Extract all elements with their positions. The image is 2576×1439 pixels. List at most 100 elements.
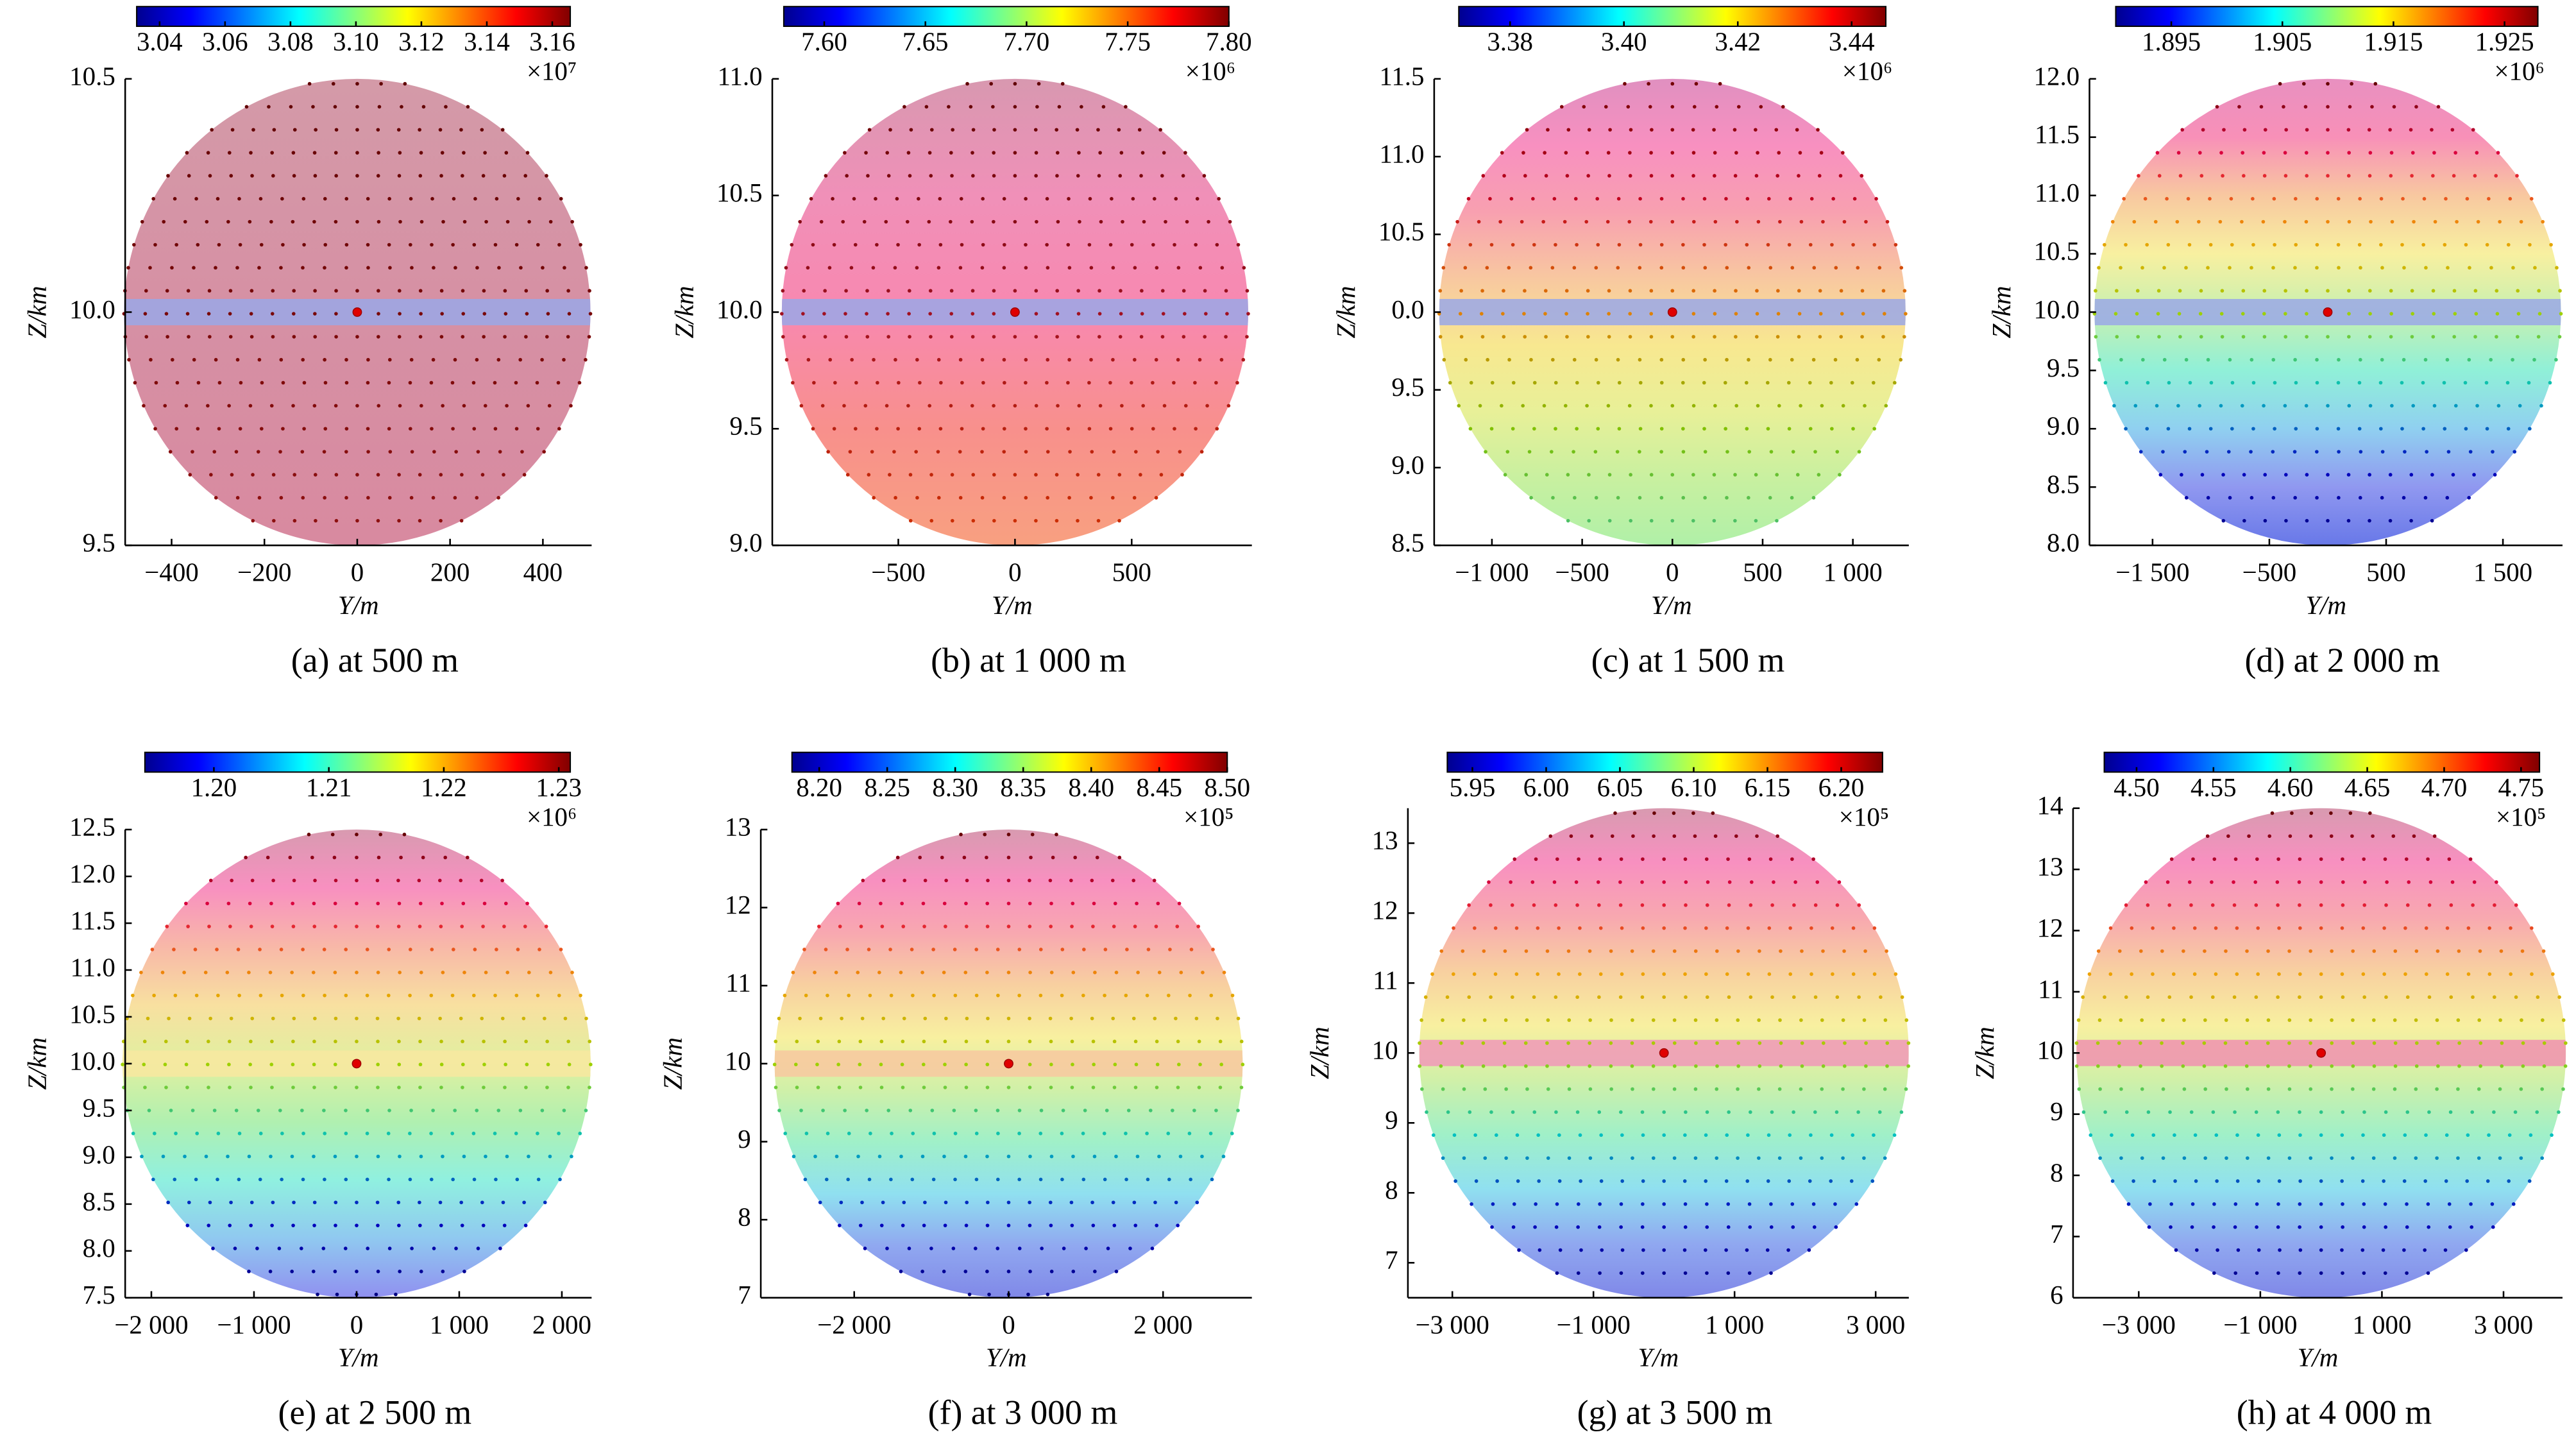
mesh-node — [2305, 518, 2309, 523]
mesh-node — [915, 357, 919, 362]
mesh-node — [1778, 1018, 1782, 1022]
mesh-node — [259, 427, 264, 431]
mesh-node — [2158, 473, 2163, 477]
mesh-node — [313, 878, 317, 883]
mesh-node — [845, 174, 849, 178]
mesh-node — [291, 312, 296, 316]
mesh-node — [1670, 289, 1675, 293]
mesh-node — [1772, 880, 1775, 884]
mesh-node — [475, 357, 479, 362]
mesh-node — [376, 174, 380, 178]
mesh-node — [2136, 335, 2140, 339]
mesh-node — [1199, 450, 1204, 454]
mesh-node — [940, 855, 944, 860]
mesh-node — [774, 1039, 778, 1044]
mesh-node — [1641, 972, 1645, 976]
mesh-node — [387, 993, 391, 998]
mesh-node — [2550, 1133, 2554, 1137]
mesh-node — [2535, 1110, 2539, 1114]
mesh-node — [1090, 1200, 1094, 1205]
mesh-node — [2272, 197, 2276, 201]
mesh-node — [398, 1154, 402, 1159]
mesh-node — [2210, 903, 2215, 907]
mesh-node — [484, 1154, 487, 1159]
mesh-node — [2561, 1087, 2565, 1091]
mesh-node — [2487, 972, 2492, 976]
mesh-node — [1597, 995, 1601, 1000]
mesh-node — [1154, 496, 1158, 500]
mesh-node — [1136, 971, 1140, 975]
mesh-node — [1070, 924, 1074, 928]
y-tick-label: 8.5 — [1391, 527, 1424, 557]
mesh-node — [2293, 357, 2297, 362]
mesh-node — [2346, 473, 2351, 477]
mesh-node — [300, 450, 305, 454]
mesh-node — [2476, 219, 2480, 224]
mesh-node — [894, 496, 897, 500]
mesh-node — [2411, 151, 2415, 155]
mesh-node — [1160, 335, 1165, 339]
mesh-node — [2361, 926, 2366, 930]
mesh-node — [1486, 357, 1489, 362]
mesh-node — [1640, 995, 1645, 1000]
mesh-node — [1899, 266, 1904, 270]
mesh-node — [1196, 924, 1200, 928]
mesh-node — [1648, 105, 1652, 109]
mesh-node — [1681, 243, 1685, 247]
mesh-node — [2382, 972, 2386, 976]
mesh-node — [906, 404, 910, 408]
mesh-node — [210, 128, 214, 132]
mesh-node — [418, 174, 423, 178]
mesh-node — [2250, 496, 2254, 500]
x-tick-label: −1 000 — [217, 1309, 291, 1339]
mesh-node — [1002, 357, 1006, 362]
mesh-node — [1872, 1133, 1876, 1137]
mesh-node — [2220, 289, 2224, 293]
mesh-node — [1672, 1018, 1677, 1022]
mesh-node — [523, 1223, 528, 1227]
colorbar-tick-label: 7.80 — [1206, 27, 1252, 56]
mesh-node — [1152, 878, 1157, 883]
mesh-node — [1831, 197, 1835, 201]
mesh-node — [2250, 266, 2253, 270]
mesh-node — [1816, 128, 1820, 132]
mesh-node — [312, 1062, 316, 1067]
mesh-node — [1448, 380, 1452, 385]
mesh-node — [1092, 1154, 1097, 1159]
mesh-node — [313, 473, 318, 477]
mesh-node — [1557, 972, 1561, 976]
mesh-node — [929, 473, 933, 477]
mesh-node — [2161, 1018, 2165, 1022]
mesh-node — [1681, 380, 1685, 385]
mesh-node — [852, 197, 856, 201]
mesh-node — [2368, 151, 2373, 155]
colorbar — [136, 6, 572, 27]
mesh-node — [932, 993, 936, 998]
mesh-node — [1038, 948, 1043, 951]
mesh-node — [2172, 926, 2176, 930]
colorbar-tick-label: 3.38 — [1487, 27, 1533, 56]
mesh-node — [166, 174, 170, 178]
mesh-node — [1819, 151, 1824, 155]
mesh-node — [1154, 924, 1158, 928]
mesh-node — [2267, 834, 2272, 839]
mesh-node — [502, 174, 507, 178]
mesh-node — [270, 151, 274, 155]
mesh-node — [1545, 473, 1549, 477]
mesh-node — [802, 289, 806, 293]
mesh-node — [1587, 518, 1591, 523]
mesh-node — [859, 924, 863, 928]
mesh-node — [1474, 1179, 1479, 1183]
mesh-node — [2229, 197, 2233, 201]
mesh-node — [323, 1177, 326, 1182]
mesh-node — [1543, 312, 1547, 316]
mesh-node — [1006, 901, 1011, 906]
mesh-node — [1049, 1086, 1053, 1089]
mesh-node — [323, 1131, 327, 1136]
mesh-node — [355, 335, 359, 339]
mesh-node — [1588, 1041, 1591, 1045]
mesh-node — [1715, 1041, 1719, 1045]
mesh-node — [1146, 1177, 1150, 1182]
mesh-node — [1097, 174, 1101, 178]
mesh-node — [2456, 1087, 2460, 1091]
